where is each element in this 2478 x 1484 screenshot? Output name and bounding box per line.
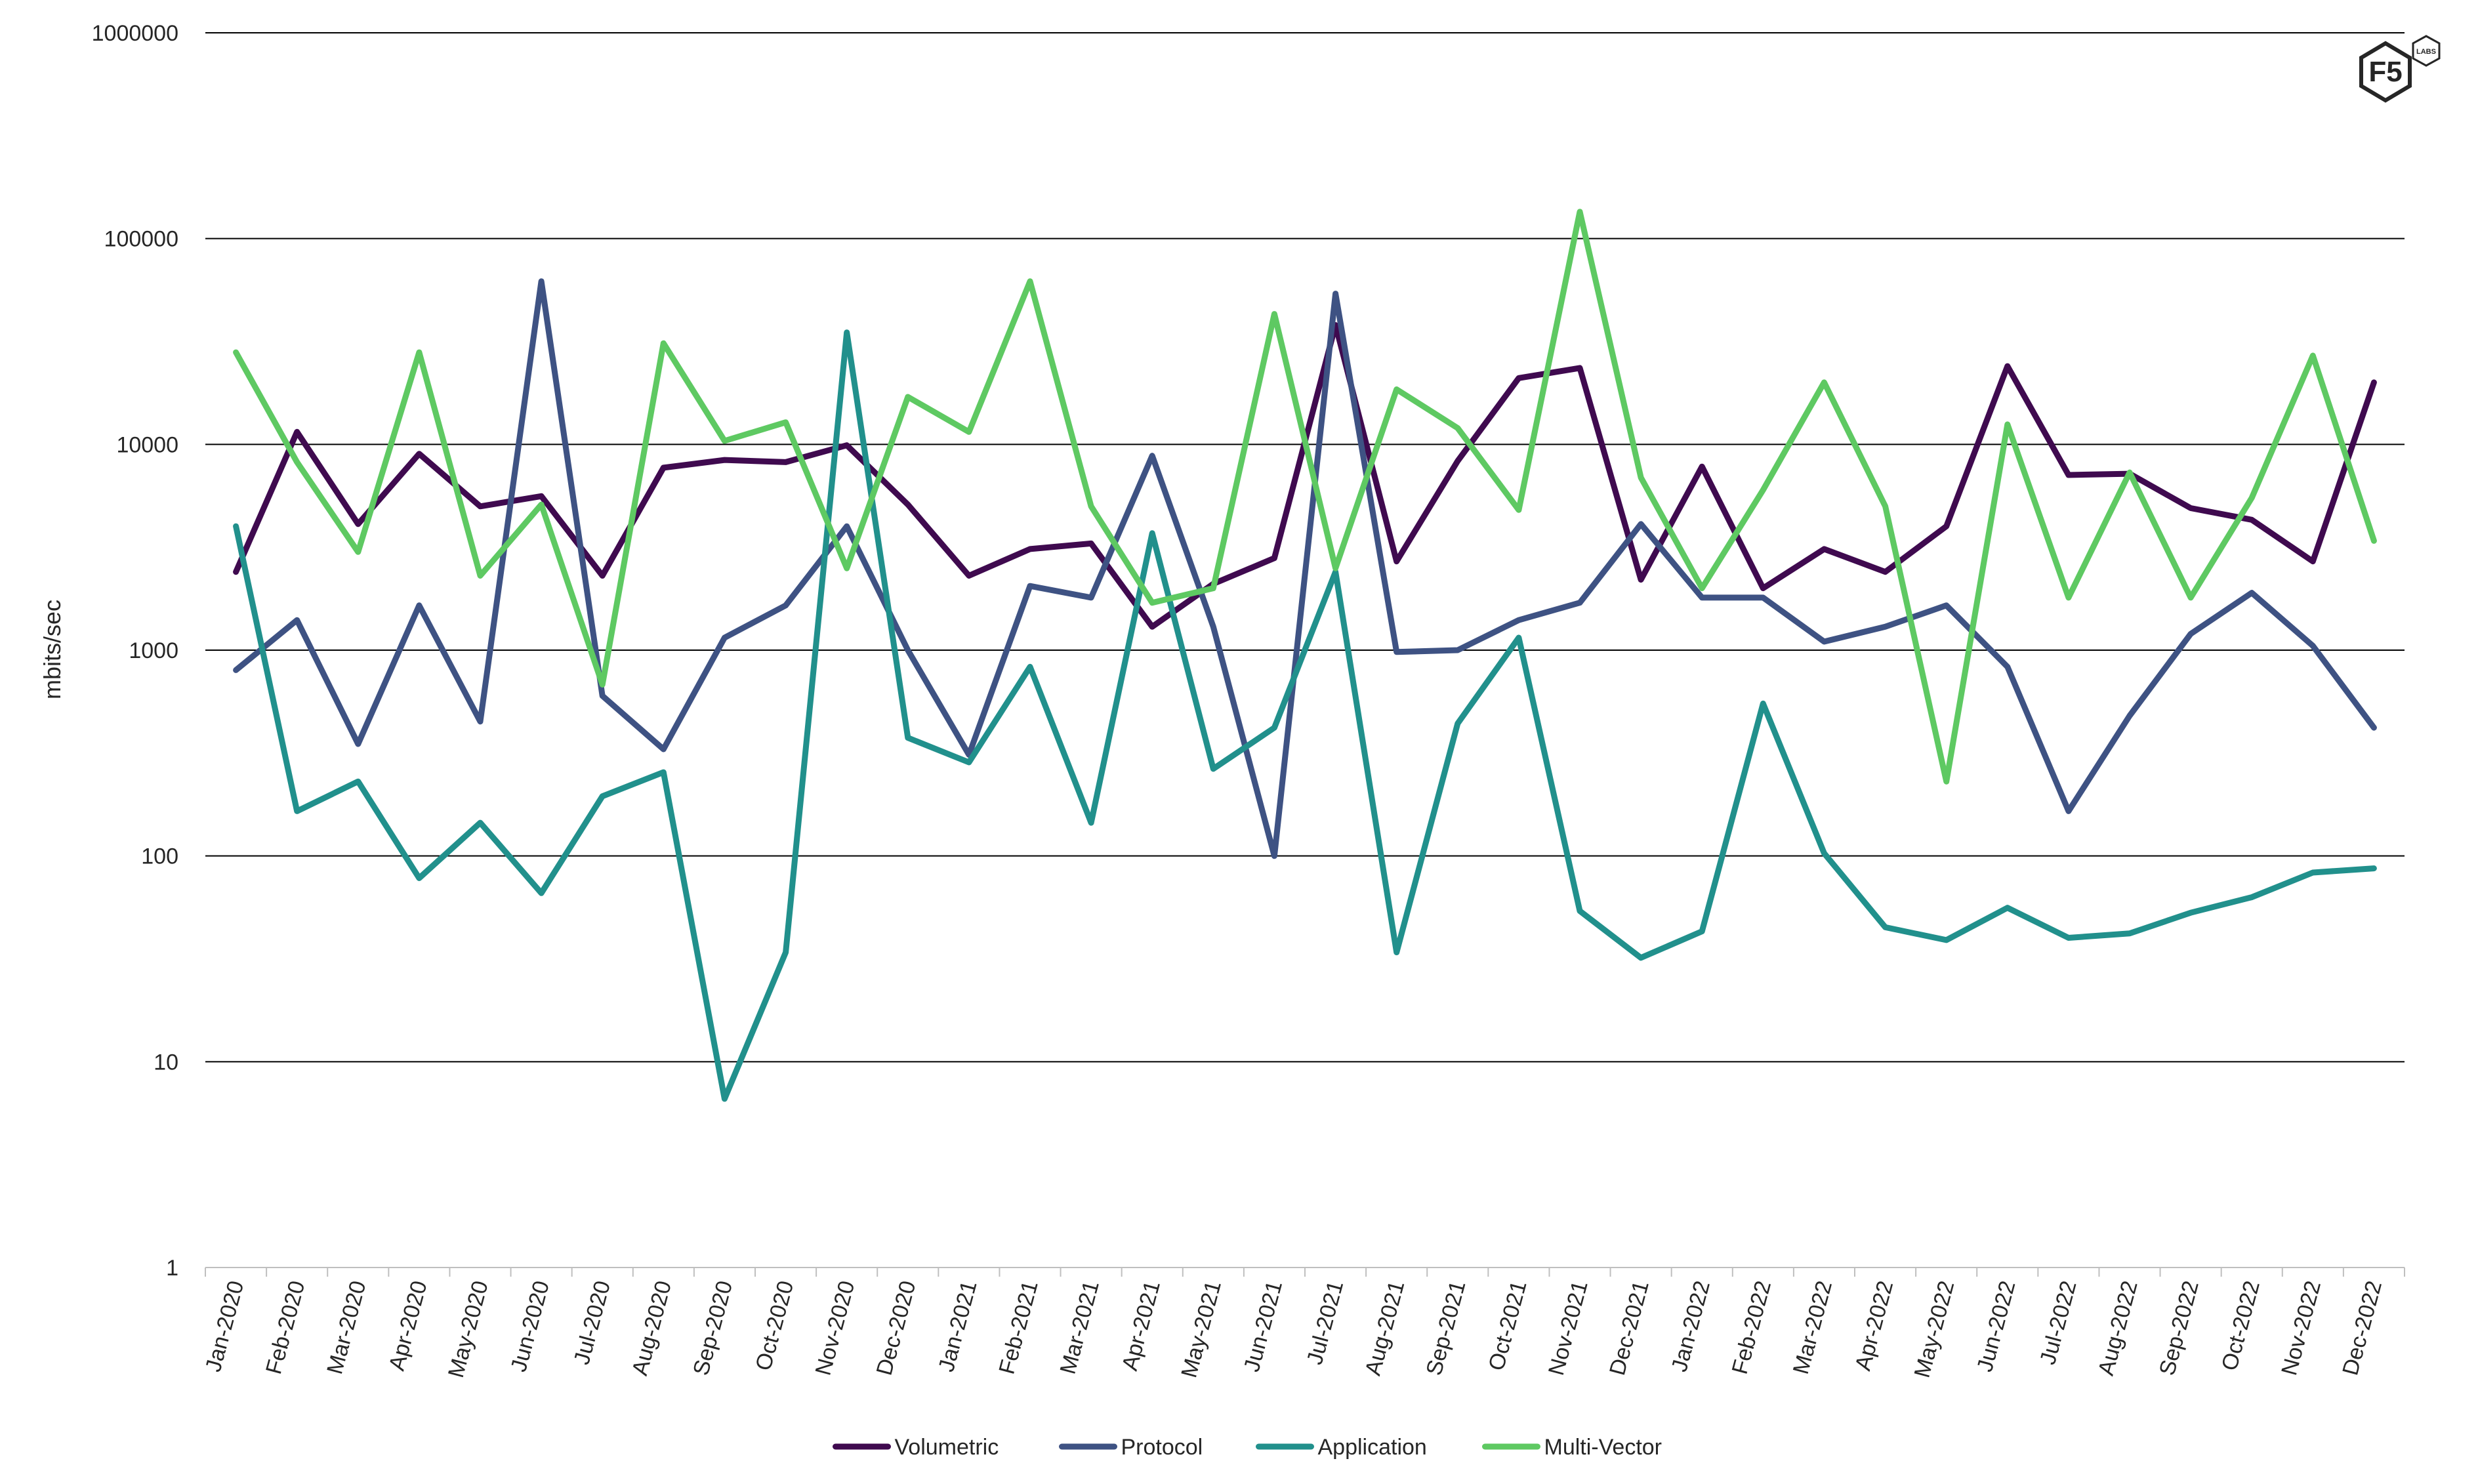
x-tick-label: Mar-2021 [1055, 1278, 1104, 1376]
series-lines [233, 209, 2377, 1102]
x-tick-label: Jan-2021 [934, 1278, 981, 1374]
logo-sub-text: LABS [2416, 48, 2436, 56]
x-tick-label: Mar-2020 [322, 1278, 371, 1376]
y-tick-label: 100000 [104, 227, 178, 252]
series-line-protocol [233, 278, 2377, 859]
y-tick-label: 100 [141, 844, 178, 869]
x-tick-label: Sep-2021 [1422, 1278, 1471, 1378]
legend: Volumetric Protocol Application Multi-Vecto… [833, 1435, 1662, 1460]
legend-label-volumetric: Volumetric [895, 1435, 999, 1460]
x-tick-label: Nov-2022 [2277, 1278, 2326, 1378]
x-tick-label: Feb-2020 [261, 1278, 310, 1376]
legend-label-protocol: Protocol [1121, 1435, 1203, 1460]
x-tick-label: Oct-2020 [751, 1278, 798, 1373]
legend-label-multi-vector: Multi-Vector [1544, 1435, 1662, 1460]
x-tick-label: Feb-2021 [994, 1278, 1043, 1376]
y-tick-label: 10 [154, 1050, 178, 1075]
x-tick-label: Dec-2020 [872, 1278, 921, 1378]
x-tick-label: Nov-2021 [1544, 1278, 1593, 1378]
y-tick-label: 1 [166, 1256, 178, 1281]
x-tick-label: Sep-2022 [2155, 1278, 2204, 1378]
x-tick-label: May-2021 [1176, 1278, 1226, 1380]
x-tick-label: Oct-2021 [1484, 1278, 1532, 1373]
x-tick-label: Feb-2022 [1727, 1278, 1776, 1376]
x-tick-label: Sep-2020 [688, 1278, 737, 1378]
x-tick-label: Jul-2021 [1302, 1278, 1348, 1367]
series-line-multi-vector [233, 209, 2377, 785]
gridlines [205, 32, 2405, 1063]
x-tick-label: Aug-2021 [1361, 1278, 1410, 1378]
x-tick-label: Oct-2022 [2217, 1278, 2265, 1373]
x-tick-label: Jul-2020 [569, 1278, 615, 1367]
x-tick-label: May-2022 [1910, 1278, 1960, 1380]
x-tick-label: May-2020 [444, 1278, 493, 1380]
x-tick-label: Apr-2020 [384, 1278, 432, 1373]
x-axis [205, 1267, 2405, 1277]
legend-label-application: Application [1318, 1435, 1427, 1460]
x-tick-label: Dec-2022 [2338, 1278, 2387, 1378]
x-tick-label: Jun-2021 [1239, 1278, 1287, 1374]
x-tick-label: Nov-2020 [811, 1278, 860, 1378]
logo-main-text: F5 [2368, 56, 2402, 88]
f5-labs-logo: F5 LABS [2359, 35, 2441, 103]
x-tick-label: Apr-2021 [1117, 1278, 1165, 1373]
x-tick-label: Aug-2022 [2094, 1278, 2143, 1378]
x-tick-label: Jun-2022 [1972, 1278, 2020, 1374]
x-tick-label: Jan-2022 [1667, 1278, 1715, 1374]
x-tick-label: Aug-2020 [627, 1278, 676, 1378]
x-tick-label: Apr-2022 [1850, 1278, 1898, 1373]
x-tick-label: Jan-2020 [201, 1278, 249, 1374]
y-tick-label: 1000 [129, 638, 178, 663]
x-tick-label: Dec-2021 [1605, 1278, 1654, 1378]
x-tick-label: Jun-2020 [506, 1278, 554, 1374]
y-axis-tick-labels: 1 10 100 1000 10000 100000 1000000 [92, 21, 178, 1281]
x-axis-tick-labels: Jan-2020 Feb-2020 Mar-2020 Apr-2020 May-2020… [201, 1278, 2387, 1380]
series-line-application [233, 329, 2377, 1102]
y-tick-label: 1000000 [92, 21, 178, 46]
y-axis-label: mbits/sec [39, 600, 66, 699]
y-tick-label: 10000 [116, 432, 178, 457]
x-tick-label: Jul-2022 [2035, 1278, 2081, 1367]
x-tick-label: Mar-2022 [1788, 1278, 1837, 1376]
